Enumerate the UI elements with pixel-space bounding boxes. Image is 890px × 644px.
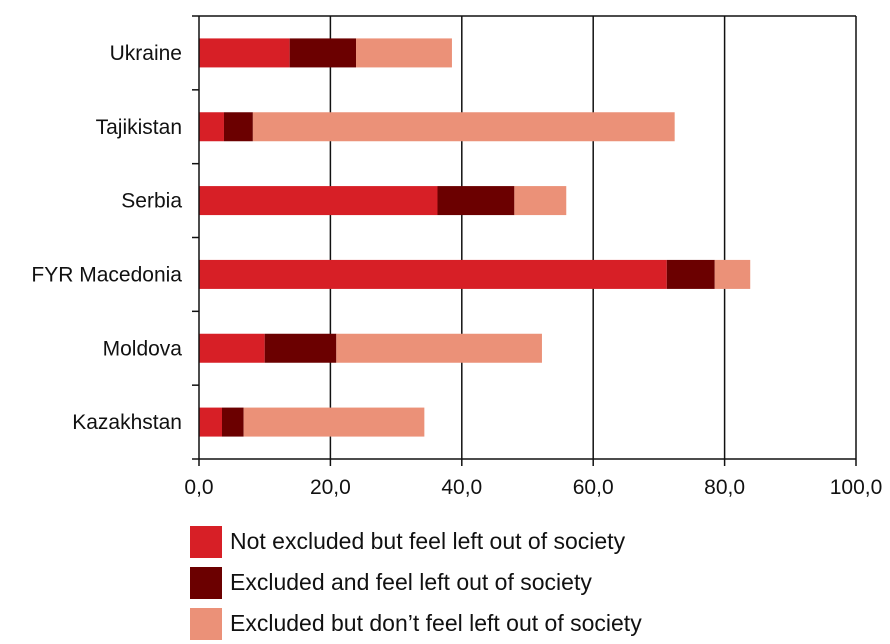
x-tick-label: 60,0 bbox=[573, 476, 614, 499]
x-tick-label: 0,0 bbox=[184, 476, 213, 499]
bars bbox=[199, 38, 751, 437]
legend-item: Excluded and feel left out of society bbox=[190, 562, 642, 603]
x-tick-label: 100,0 bbox=[830, 476, 883, 499]
bar-segment bbox=[289, 38, 357, 68]
bar-segment bbox=[223, 112, 253, 142]
bar-segment bbox=[199, 186, 438, 216]
legend-swatch bbox=[190, 525, 222, 558]
legend-item: Not excluded but feel left out of societ… bbox=[190, 521, 642, 562]
x-tick-label: 20,0 bbox=[310, 476, 351, 499]
x-tick-labels: 0,0 20,0 40,0 60,0 80,0 100,0 bbox=[184, 476, 882, 499]
bar-segment bbox=[666, 259, 715, 289]
category-label: Moldova bbox=[103, 337, 183, 360]
axes bbox=[192, 15, 857, 466]
legend-swatch bbox=[190, 566, 222, 599]
bar-segment bbox=[252, 112, 675, 142]
bar-segment bbox=[356, 38, 452, 68]
bar-segment bbox=[199, 38, 290, 68]
category-label: Kazakhstan bbox=[72, 411, 182, 434]
legend-label: Excluded and feel left out of society bbox=[230, 569, 592, 595]
gridlines bbox=[329, 16, 726, 459]
bar-segment bbox=[714, 259, 751, 289]
category-label: Ukraine bbox=[110, 42, 182, 65]
bar-segment bbox=[199, 407, 222, 437]
bar-segment bbox=[264, 333, 337, 363]
bar-segment bbox=[336, 333, 542, 363]
bar-segment bbox=[243, 407, 425, 437]
category-label: Serbia bbox=[121, 190, 182, 213]
category-label: Tajikistan bbox=[96, 116, 182, 139]
legend-swatch bbox=[190, 607, 222, 640]
bar-segment bbox=[221, 407, 244, 437]
x-tick-label: 80,0 bbox=[704, 476, 745, 499]
bar-segment bbox=[514, 186, 567, 216]
chart: Ukraine Tajikistan Serbia FYR Macedonia Mold… bbox=[31, 15, 882, 499]
legend-label: Excluded but don’t feel left out of soci… bbox=[230, 610, 642, 636]
legend: Not excluded but feel left out of societ… bbox=[190, 521, 642, 644]
category-label: FYR Macedonia bbox=[31, 263, 182, 286]
x-tick-label: 40,0 bbox=[441, 476, 482, 499]
bar-segment bbox=[199, 333, 265, 363]
category-labels: Ukraine Tajikistan Serbia FYR Macedonia Mold… bbox=[31, 42, 182, 434]
legend-item: Excluded but don’t feel left out of soci… bbox=[190, 603, 642, 644]
bar-segment bbox=[199, 259, 667, 289]
bar-segment bbox=[437, 186, 515, 216]
bar-segment bbox=[199, 112, 224, 142]
legend-label: Not excluded but feel left out of societ… bbox=[230, 528, 626, 554]
